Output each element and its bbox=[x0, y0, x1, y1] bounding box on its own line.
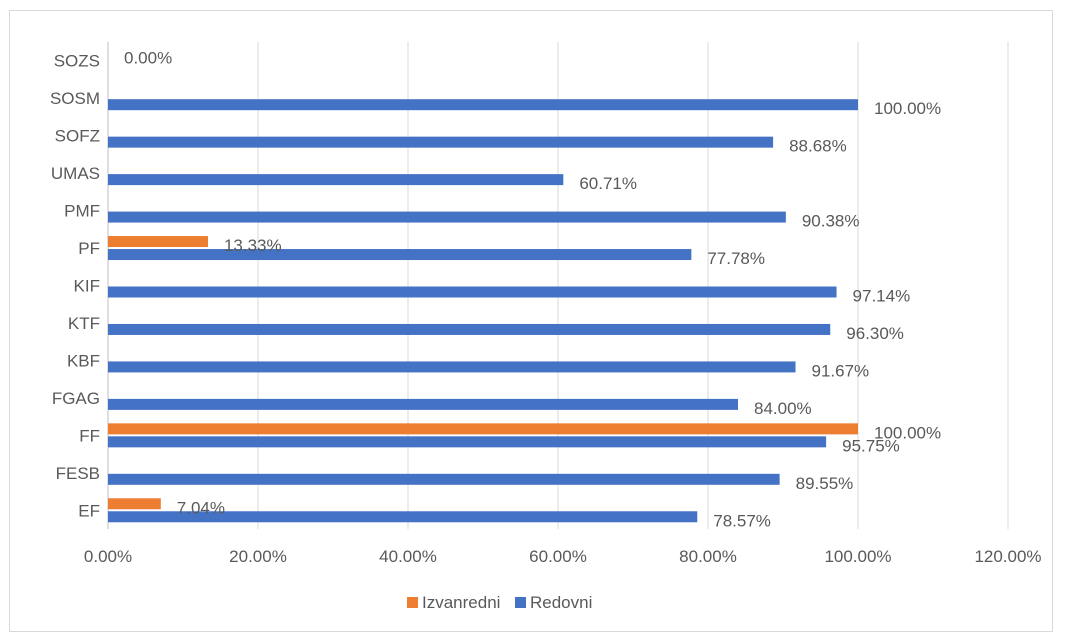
data-label-redovni: 96.30% bbox=[846, 324, 904, 343]
x-tick-label: 80.00% bbox=[679, 547, 737, 566]
legend-swatch-izvanredni bbox=[407, 597, 418, 608]
x-tick-label: 20.00% bbox=[229, 547, 287, 566]
category-label: SOZS bbox=[54, 52, 100, 71]
bar-redovni bbox=[108, 211, 786, 223]
data-label-izvanredni: 13.33% bbox=[224, 236, 282, 255]
category-label: FGAG bbox=[52, 389, 100, 408]
category-label: SOSM bbox=[50, 89, 100, 108]
data-label-redovni: 88.68% bbox=[789, 137, 847, 156]
bar-redovni bbox=[108, 436, 827, 448]
data-label-redovni: 89.55% bbox=[796, 474, 854, 493]
category-label: FF bbox=[79, 426, 100, 445]
category-label: KIF bbox=[74, 277, 100, 296]
legend-swatch-redovni bbox=[515, 597, 526, 608]
category-label: FESB bbox=[56, 464, 100, 483]
data-label-redovni: 100.00% bbox=[874, 99, 941, 118]
bar-redovni bbox=[108, 286, 837, 298]
data-label-redovni: 90.38% bbox=[802, 212, 860, 231]
bar-izvanredni bbox=[108, 423, 858, 435]
data-label-redovni: 91.67% bbox=[812, 361, 870, 380]
bar-redovni bbox=[108, 361, 796, 373]
legend-label-redovni: Redovni bbox=[530, 593, 592, 612]
x-tick-label: 40.00% bbox=[379, 547, 437, 566]
data-label-izvanredni: 0.00% bbox=[124, 49, 172, 68]
bar-izvanredni bbox=[108, 236, 208, 248]
bar-redovni bbox=[108, 398, 738, 410]
data-label-izvanredni: 7.04% bbox=[177, 498, 225, 517]
data-label-redovni: 78.57% bbox=[713, 511, 771, 530]
bar-izvanredni bbox=[108, 498, 161, 510]
x-tick-label: 60.00% bbox=[529, 547, 587, 566]
bar-redovni bbox=[108, 323, 831, 335]
chart-frame: 0.00% 20.00% 40.00% 60.00% 80.00% 100.00% 120.… bbox=[9, 10, 1053, 632]
bar-redovni bbox=[108, 174, 564, 186]
bar-redovni bbox=[108, 473, 780, 485]
legend-label-izvanredni: Izvanredni bbox=[422, 593, 500, 612]
category-label: UMAS bbox=[51, 164, 100, 183]
x-tick-label: 0.00% bbox=[84, 547, 132, 566]
data-label-redovni: 97.14% bbox=[853, 287, 911, 306]
data-label-redovni: 95.75% bbox=[842, 436, 900, 455]
data-label-redovni: 60.71% bbox=[579, 174, 637, 193]
category-label: PF bbox=[78, 239, 100, 258]
bar-redovni bbox=[108, 136, 774, 148]
data-label-izvanredni: 100.00% bbox=[874, 423, 941, 442]
bar-redovni bbox=[108, 99, 858, 111]
x-tick-label: 100.00% bbox=[824, 547, 891, 566]
category-label: KBF bbox=[67, 351, 100, 370]
bar-chart: 0.00% 20.00% 40.00% 60.00% 80.00% 100.00% 120.… bbox=[50, 42, 1042, 612]
category-label: SOFZ bbox=[55, 127, 100, 146]
bar-redovni bbox=[108, 249, 692, 261]
category-label: KTF bbox=[68, 314, 100, 333]
x-tick-label: 120.00% bbox=[974, 547, 1041, 566]
category-label: PMF bbox=[64, 202, 100, 221]
data-label-redovni: 77.78% bbox=[707, 249, 765, 268]
category-label: EF bbox=[78, 501, 100, 520]
data-label-redovni: 84.00% bbox=[754, 399, 812, 418]
bar-redovni bbox=[108, 511, 698, 523]
